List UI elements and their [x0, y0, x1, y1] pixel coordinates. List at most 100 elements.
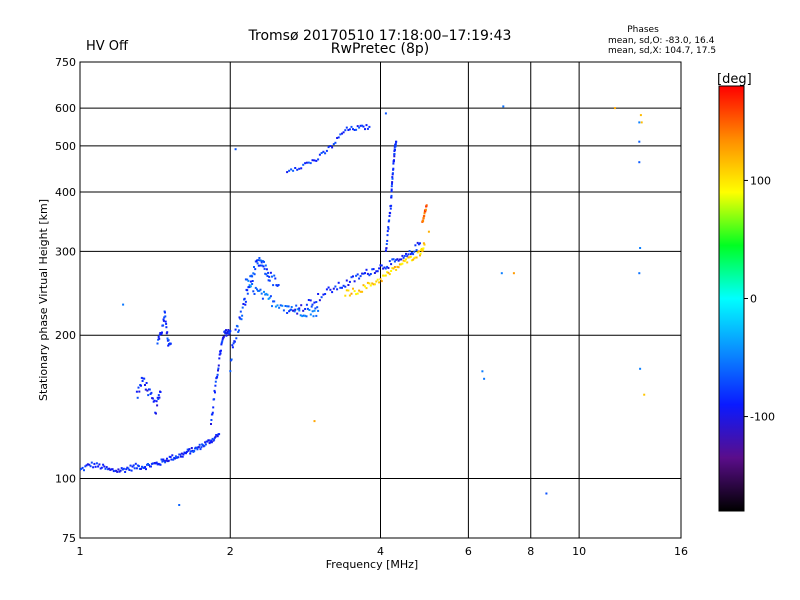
- x-tick-label: 16: [674, 545, 688, 558]
- data-point: [221, 340, 224, 343]
- data-point: [322, 293, 325, 296]
- data-point: [298, 167, 301, 170]
- data-point: [271, 275, 273, 278]
- data-point: [419, 254, 421, 257]
- data-point: [638, 161, 641, 164]
- data-point: [391, 182, 393, 185]
- data-point: [105, 466, 108, 469]
- data-points: [80, 105, 646, 506]
- x-tick-labels: 1 2 4 6 8 10 16: [77, 545, 689, 558]
- data-point: [200, 446, 203, 449]
- data-point: [423, 212, 426, 215]
- data-point: [368, 125, 371, 128]
- data-point: [224, 331, 227, 334]
- data-point: [219, 352, 222, 355]
- data-point: [386, 239, 389, 242]
- data-point: [140, 376, 143, 379]
- data-point: [118, 470, 121, 473]
- data-point: [174, 457, 176, 460]
- data-point: [210, 423, 212, 425]
- data-point: [393, 150, 396, 153]
- x-tick-label: 8: [527, 545, 534, 558]
- data-point: [384, 267, 387, 270]
- data-point: [386, 230, 389, 233]
- data-point: [312, 315, 315, 318]
- data-point: [389, 207, 392, 210]
- data-point: [385, 243, 388, 245]
- data-point: [405, 258, 407, 261]
- data-point: [97, 465, 100, 468]
- y-tick-label: 600: [55, 102, 76, 115]
- data-point: [207, 439, 210, 442]
- data-point: [260, 261, 263, 264]
- data-point: [383, 274, 386, 277]
- data-point: [108, 467, 111, 470]
- data-point: [140, 467, 142, 470]
- data-point: [282, 309, 285, 312]
- series-x2: [421, 204, 428, 223]
- data-point: [403, 255, 406, 257]
- data-point: [263, 267, 266, 270]
- data-point: [296, 168, 299, 171]
- data-point: [422, 247, 425, 250]
- data-point: [149, 393, 152, 395]
- series-o5: [229, 257, 280, 373]
- data-point: [315, 159, 318, 162]
- data-point: [216, 435, 219, 438]
- data-point: [336, 137, 339, 139]
- data-point: [315, 301, 318, 303]
- data-point: [203, 444, 206, 447]
- data-point: [387, 267, 390, 269]
- data-point: [115, 469, 118, 472]
- data-point: [220, 343, 223, 346]
- data-point: [376, 270, 379, 273]
- data-point: [268, 279, 271, 282]
- data-point: [252, 272, 255, 275]
- data-point: [251, 283, 254, 285]
- data-point: [344, 285, 347, 288]
- grid-lines: [80, 62, 681, 538]
- series-o2: [135, 376, 162, 415]
- data-point: [382, 267, 385, 270]
- data-point: [211, 437, 214, 440]
- data-point: [221, 338, 224, 341]
- data-point: [365, 287, 368, 290]
- data-point: [394, 143, 397, 145]
- data-point: [172, 458, 175, 461]
- data-point: [230, 358, 233, 361]
- data-point: [320, 296, 323, 299]
- data-point: [93, 462, 96, 465]
- data-point: [104, 467, 107, 470]
- data-point: [304, 308, 307, 310]
- data-point: [150, 391, 153, 394]
- data-point: [164, 461, 167, 464]
- data-point: [353, 290, 356, 293]
- data-point: [92, 466, 95, 469]
- x-tick-label: 1: [77, 545, 84, 558]
- data-point: [148, 388, 151, 391]
- data-point: [327, 146, 330, 149]
- data-point: [423, 214, 426, 217]
- data-point: [157, 338, 160, 341]
- data-point: [316, 306, 319, 309]
- data-point: [408, 250, 411, 253]
- data-point: [155, 461, 158, 464]
- data-point: [264, 293, 267, 296]
- data-point: [355, 128, 358, 131]
- data-point: [103, 465, 106, 468]
- data-point: [369, 284, 372, 287]
- data-point: [392, 167, 395, 170]
- data-point: [378, 281, 381, 284]
- data-point: [416, 241, 419, 244]
- data-point: [417, 250, 420, 253]
- data-point: [263, 260, 265, 263]
- data-point: [210, 419, 213, 421]
- data-point: [163, 316, 166, 319]
- data-point: [392, 267, 395, 270]
- data-point: [239, 310, 242, 313]
- data-point: [307, 299, 310, 301]
- data-point: [394, 148, 396, 151]
- data-point: [151, 397, 154, 400]
- data-point: [386, 265, 389, 268]
